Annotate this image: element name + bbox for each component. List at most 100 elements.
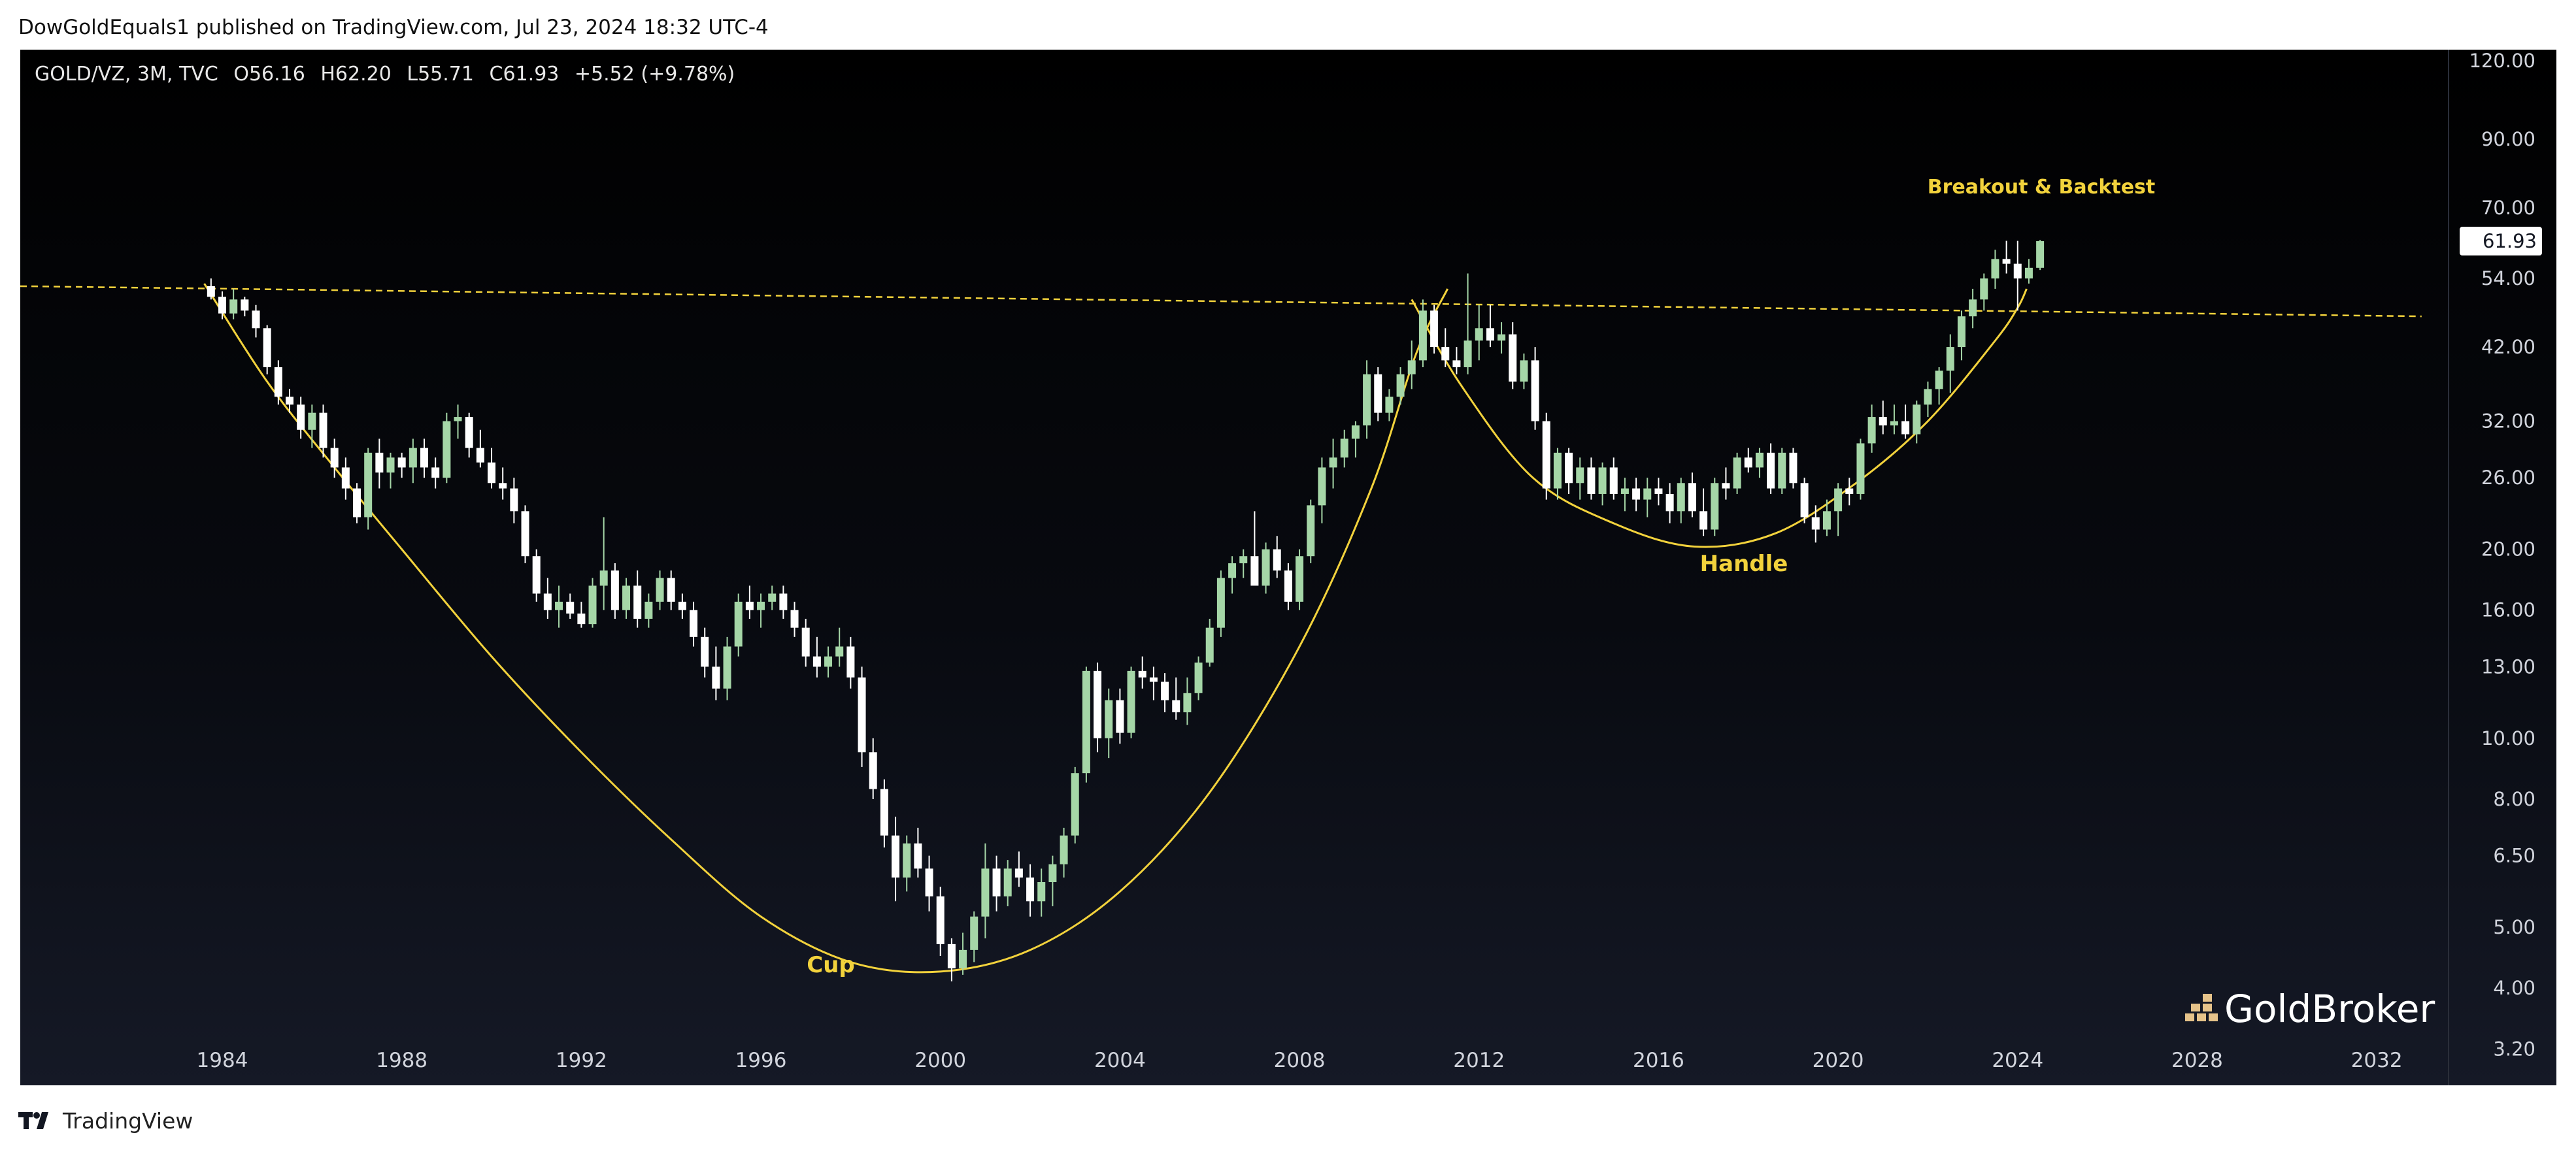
candle xyxy=(1565,448,1573,494)
candle xyxy=(779,585,788,619)
candle-body xyxy=(555,601,563,610)
candle-body xyxy=(712,666,720,689)
x-tick-label: 1996 xyxy=(735,1049,787,1072)
legend-low: L55.71 xyxy=(407,63,474,86)
y-tick-label: 42.00 xyxy=(2481,336,2535,358)
candle xyxy=(1531,347,1539,430)
candle-body xyxy=(1969,299,1977,317)
candle-body xyxy=(218,297,227,314)
candle xyxy=(1060,827,1068,878)
candle xyxy=(488,448,496,489)
candle xyxy=(1834,483,1843,536)
candle xyxy=(633,570,642,628)
candle xyxy=(588,578,597,628)
candle xyxy=(1407,340,1416,389)
candle xyxy=(1127,666,1135,738)
candle-body xyxy=(1161,682,1169,700)
candle xyxy=(1733,452,1741,494)
candle-body xyxy=(543,593,552,610)
candle xyxy=(1071,766,1079,844)
candle xyxy=(1890,404,1898,435)
candle-body xyxy=(970,916,979,950)
symbol-legend[interactable]: GOLD/VZ, 3M, TVC O56.16 H62.20 L55.71 C6… xyxy=(35,63,744,86)
resistance-line xyxy=(20,285,2422,318)
candle xyxy=(330,438,339,478)
candle-body xyxy=(1542,421,1550,489)
last-price-badge xyxy=(2460,227,2542,256)
candle-body xyxy=(1116,700,1124,733)
candle xyxy=(1632,478,1641,512)
candle xyxy=(397,452,406,478)
candle xyxy=(757,593,765,628)
candle-body xyxy=(1385,397,1394,413)
candle xyxy=(1711,478,1719,536)
candle-body xyxy=(745,601,754,610)
candle xyxy=(745,585,754,619)
time-axis[interactable]: 1984 1988 1992 1996 2000 2004 2008 2012 2016 2020… xyxy=(197,1049,2403,1072)
candle xyxy=(1194,656,1203,700)
candle xyxy=(1296,549,1304,610)
candle-body xyxy=(341,467,350,489)
candle-body xyxy=(880,789,888,836)
handle-label: Handle xyxy=(1700,551,1788,577)
candle-body xyxy=(488,462,496,484)
candle-body xyxy=(1452,360,1461,367)
candle-body xyxy=(1722,483,1730,489)
candle xyxy=(263,325,271,374)
candle xyxy=(532,549,541,602)
candle xyxy=(409,438,417,484)
candle xyxy=(1452,347,1461,374)
candle xyxy=(925,855,933,912)
x-tick-label: 2004 xyxy=(1094,1049,1146,1072)
candle xyxy=(1822,499,1831,536)
candle-body xyxy=(1587,467,1596,494)
candle-body xyxy=(1407,360,1416,374)
x-tick-label: 2008 xyxy=(1274,1049,1326,1072)
candle xyxy=(1913,401,1921,444)
candle xyxy=(1138,656,1146,689)
candle-body xyxy=(599,570,608,586)
candle xyxy=(869,738,877,799)
candle-body xyxy=(1216,578,1225,628)
candle xyxy=(712,646,720,700)
candle xyxy=(1149,666,1158,700)
candle xyxy=(611,563,619,619)
y-tick-label: 13.00 xyxy=(2481,655,2535,678)
y-tick-label: 32.00 xyxy=(2481,410,2535,433)
candle-body xyxy=(667,578,675,602)
candle xyxy=(1946,334,1954,393)
chart-area[interactable]: 120.00 90.00 70.00 54.00 42.00 32.00 26.00 20.0… xyxy=(20,50,2556,1085)
candle xyxy=(2024,259,2033,284)
candle-body xyxy=(1509,334,1517,382)
candle-body xyxy=(274,367,282,397)
candle xyxy=(858,666,866,767)
candle-body xyxy=(420,448,429,468)
handle-curve xyxy=(1411,288,2028,548)
candle-body xyxy=(846,646,855,678)
candle xyxy=(1755,448,1764,478)
legend-change: +5.52 (+9.78%) xyxy=(574,63,735,86)
candle xyxy=(353,483,361,523)
candles xyxy=(207,240,2045,981)
candle xyxy=(1935,367,1943,405)
candle-body xyxy=(1441,347,1450,361)
candle-body xyxy=(892,835,900,878)
candle-body xyxy=(286,397,294,405)
candle-body xyxy=(1991,259,1999,279)
candlestick-chart[interactable]: 120.00 90.00 70.00 54.00 42.00 32.00 26.00 20.0… xyxy=(20,50,2556,1085)
candle xyxy=(1094,663,1102,753)
candle xyxy=(1228,556,1237,594)
candle xyxy=(543,578,552,619)
candle xyxy=(1980,273,1988,311)
candle-body xyxy=(375,452,384,473)
candle-body xyxy=(1071,773,1079,836)
candle-body xyxy=(1620,488,1629,494)
candle-body xyxy=(319,412,327,448)
candle xyxy=(1665,483,1674,523)
candle-body xyxy=(622,585,631,610)
footer-branding[interactable]: TradingView xyxy=(18,1103,193,1138)
candle-body xyxy=(1946,347,1954,371)
price-axis[interactable]: 120.00 90.00 70.00 54.00 42.00 32.00 26.00 20.0… xyxy=(2448,50,2542,1085)
legend-open: O56.16 xyxy=(233,63,305,86)
candle xyxy=(678,593,686,619)
